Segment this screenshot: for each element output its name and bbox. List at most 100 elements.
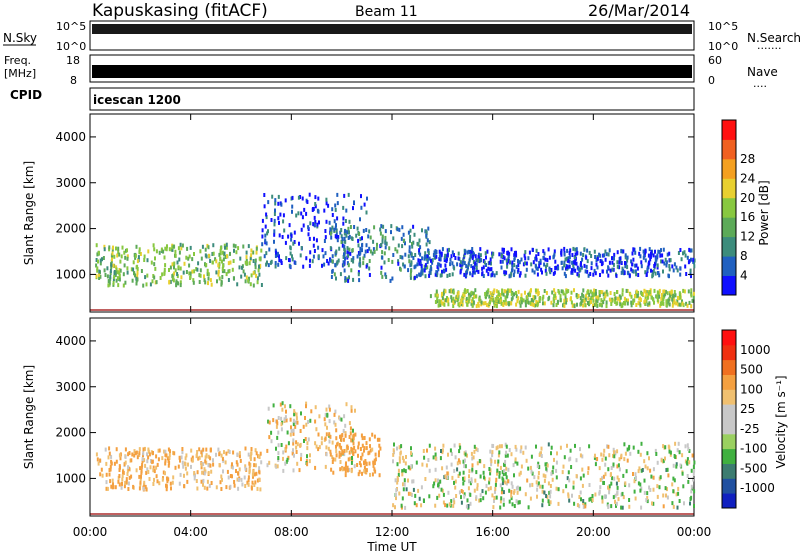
power-cell — [280, 202, 283, 207]
power-cell — [258, 272, 261, 277]
power-cell — [410, 252, 413, 257]
power-cell — [248, 261, 251, 266]
power-cell — [552, 271, 555, 276]
velocity-cell — [130, 458, 133, 463]
power-cell — [531, 247, 534, 252]
power-cell — [630, 267, 633, 272]
power-cell — [318, 220, 320, 225]
power-cell — [212, 243, 215, 248]
velocity-cell — [512, 463, 515, 468]
velocity-cell — [332, 470, 335, 475]
velocity-cell — [146, 459, 149, 464]
power-cell — [642, 292, 645, 297]
power-cell — [115, 267, 118, 272]
power-cell — [530, 262, 533, 267]
velocity-cell — [254, 448, 257, 453]
velocity-cell — [494, 489, 496, 494]
power-cell — [437, 267, 440, 272]
velocity-cell — [693, 504, 695, 508]
power-cell — [343, 193, 346, 198]
velocity-cell — [329, 449, 332, 454]
power-cell — [95, 274, 98, 279]
power-cell — [383, 260, 386, 265]
power-cell — [258, 264, 260, 269]
velocity-cell — [167, 456, 169, 461]
power-cell — [401, 244, 404, 249]
velocity-cell — [549, 489, 552, 494]
velocity-cell — [276, 435, 279, 440]
velocity-cell — [593, 455, 596, 460]
power-cell — [108, 280, 111, 285]
velocity-cell — [207, 463, 210, 468]
power-cell — [98, 269, 101, 274]
power-cell — [588, 292, 591, 297]
velocity-cell — [471, 467, 474, 472]
velocity-cell — [672, 476, 675, 481]
ytick-label: 3000 — [55, 380, 86, 394]
velocity-cell — [164, 471, 166, 476]
power-cell — [381, 234, 384, 239]
power-cell — [565, 289, 568, 294]
velocity-cell — [186, 471, 189, 476]
velocity-cell — [96, 457, 99, 462]
power-cell — [273, 229, 276, 234]
power-cell — [138, 247, 141, 252]
velocity-cell — [169, 481, 172, 486]
velocity-cell — [359, 447, 362, 451]
power-cell — [440, 273, 443, 278]
velocity-cell — [107, 455, 110, 460]
velocity-cell — [363, 436, 366, 440]
power-cell — [206, 272, 209, 276]
velocity-cell — [468, 474, 470, 479]
power-cell — [617, 296, 620, 301]
velocity-cell — [121, 474, 124, 479]
power-cell — [293, 240, 296, 244]
power-cell — [359, 217, 361, 222]
power-cell — [582, 303, 585, 308]
velocity-cell — [157, 457, 160, 462]
velocity-cell — [644, 464, 647, 469]
power-cell — [291, 195, 294, 200]
velocity-cell — [400, 444, 403, 449]
power-cell — [658, 294, 661, 299]
power-cell — [329, 227, 332, 232]
velocity-cell — [338, 450, 341, 455]
velocity-cell — [488, 480, 491, 485]
power-cell — [463, 293, 466, 297]
velocity-cell — [330, 467, 333, 472]
velocity-cell — [352, 436, 355, 441]
power-cell — [518, 273, 521, 278]
power-cell — [119, 268, 122, 273]
power-cell — [313, 215, 316, 220]
power-cell — [356, 226, 359, 231]
power-cell — [545, 271, 548, 276]
velocity-cell — [505, 444, 508, 449]
power-cell — [452, 296, 455, 301]
power-cell — [97, 259, 99, 264]
power-cell — [651, 272, 654, 277]
velocity-cell — [505, 450, 508, 455]
velocity-cell — [436, 495, 439, 500]
velocity-cell — [285, 418, 288, 423]
velocity-cell — [589, 496, 592, 501]
velocity-cell — [453, 443, 456, 448]
power-cell — [154, 256, 156, 261]
velocity-cell — [632, 472, 634, 476]
power-cell — [391, 259, 394, 264]
power-cell — [96, 268, 99, 273]
velocity-cell — [401, 472, 404, 477]
power-cell — [490, 261, 492, 266]
beam-title: Beam 11 — [355, 4, 418, 20]
power-cell — [189, 245, 192, 250]
power-cell — [690, 248, 693, 253]
velocity-cell — [99, 458, 102, 463]
velocity-cell — [328, 439, 331, 444]
colorbar-frame — [721, 329, 737, 509]
power-cell — [681, 299, 683, 304]
velocity-cell — [616, 475, 619, 480]
power-cell — [677, 302, 680, 307]
power-cell — [466, 302, 469, 307]
power-cell — [666, 252, 669, 257]
power-cell — [525, 267, 528, 272]
power-cell — [475, 304, 478, 309]
